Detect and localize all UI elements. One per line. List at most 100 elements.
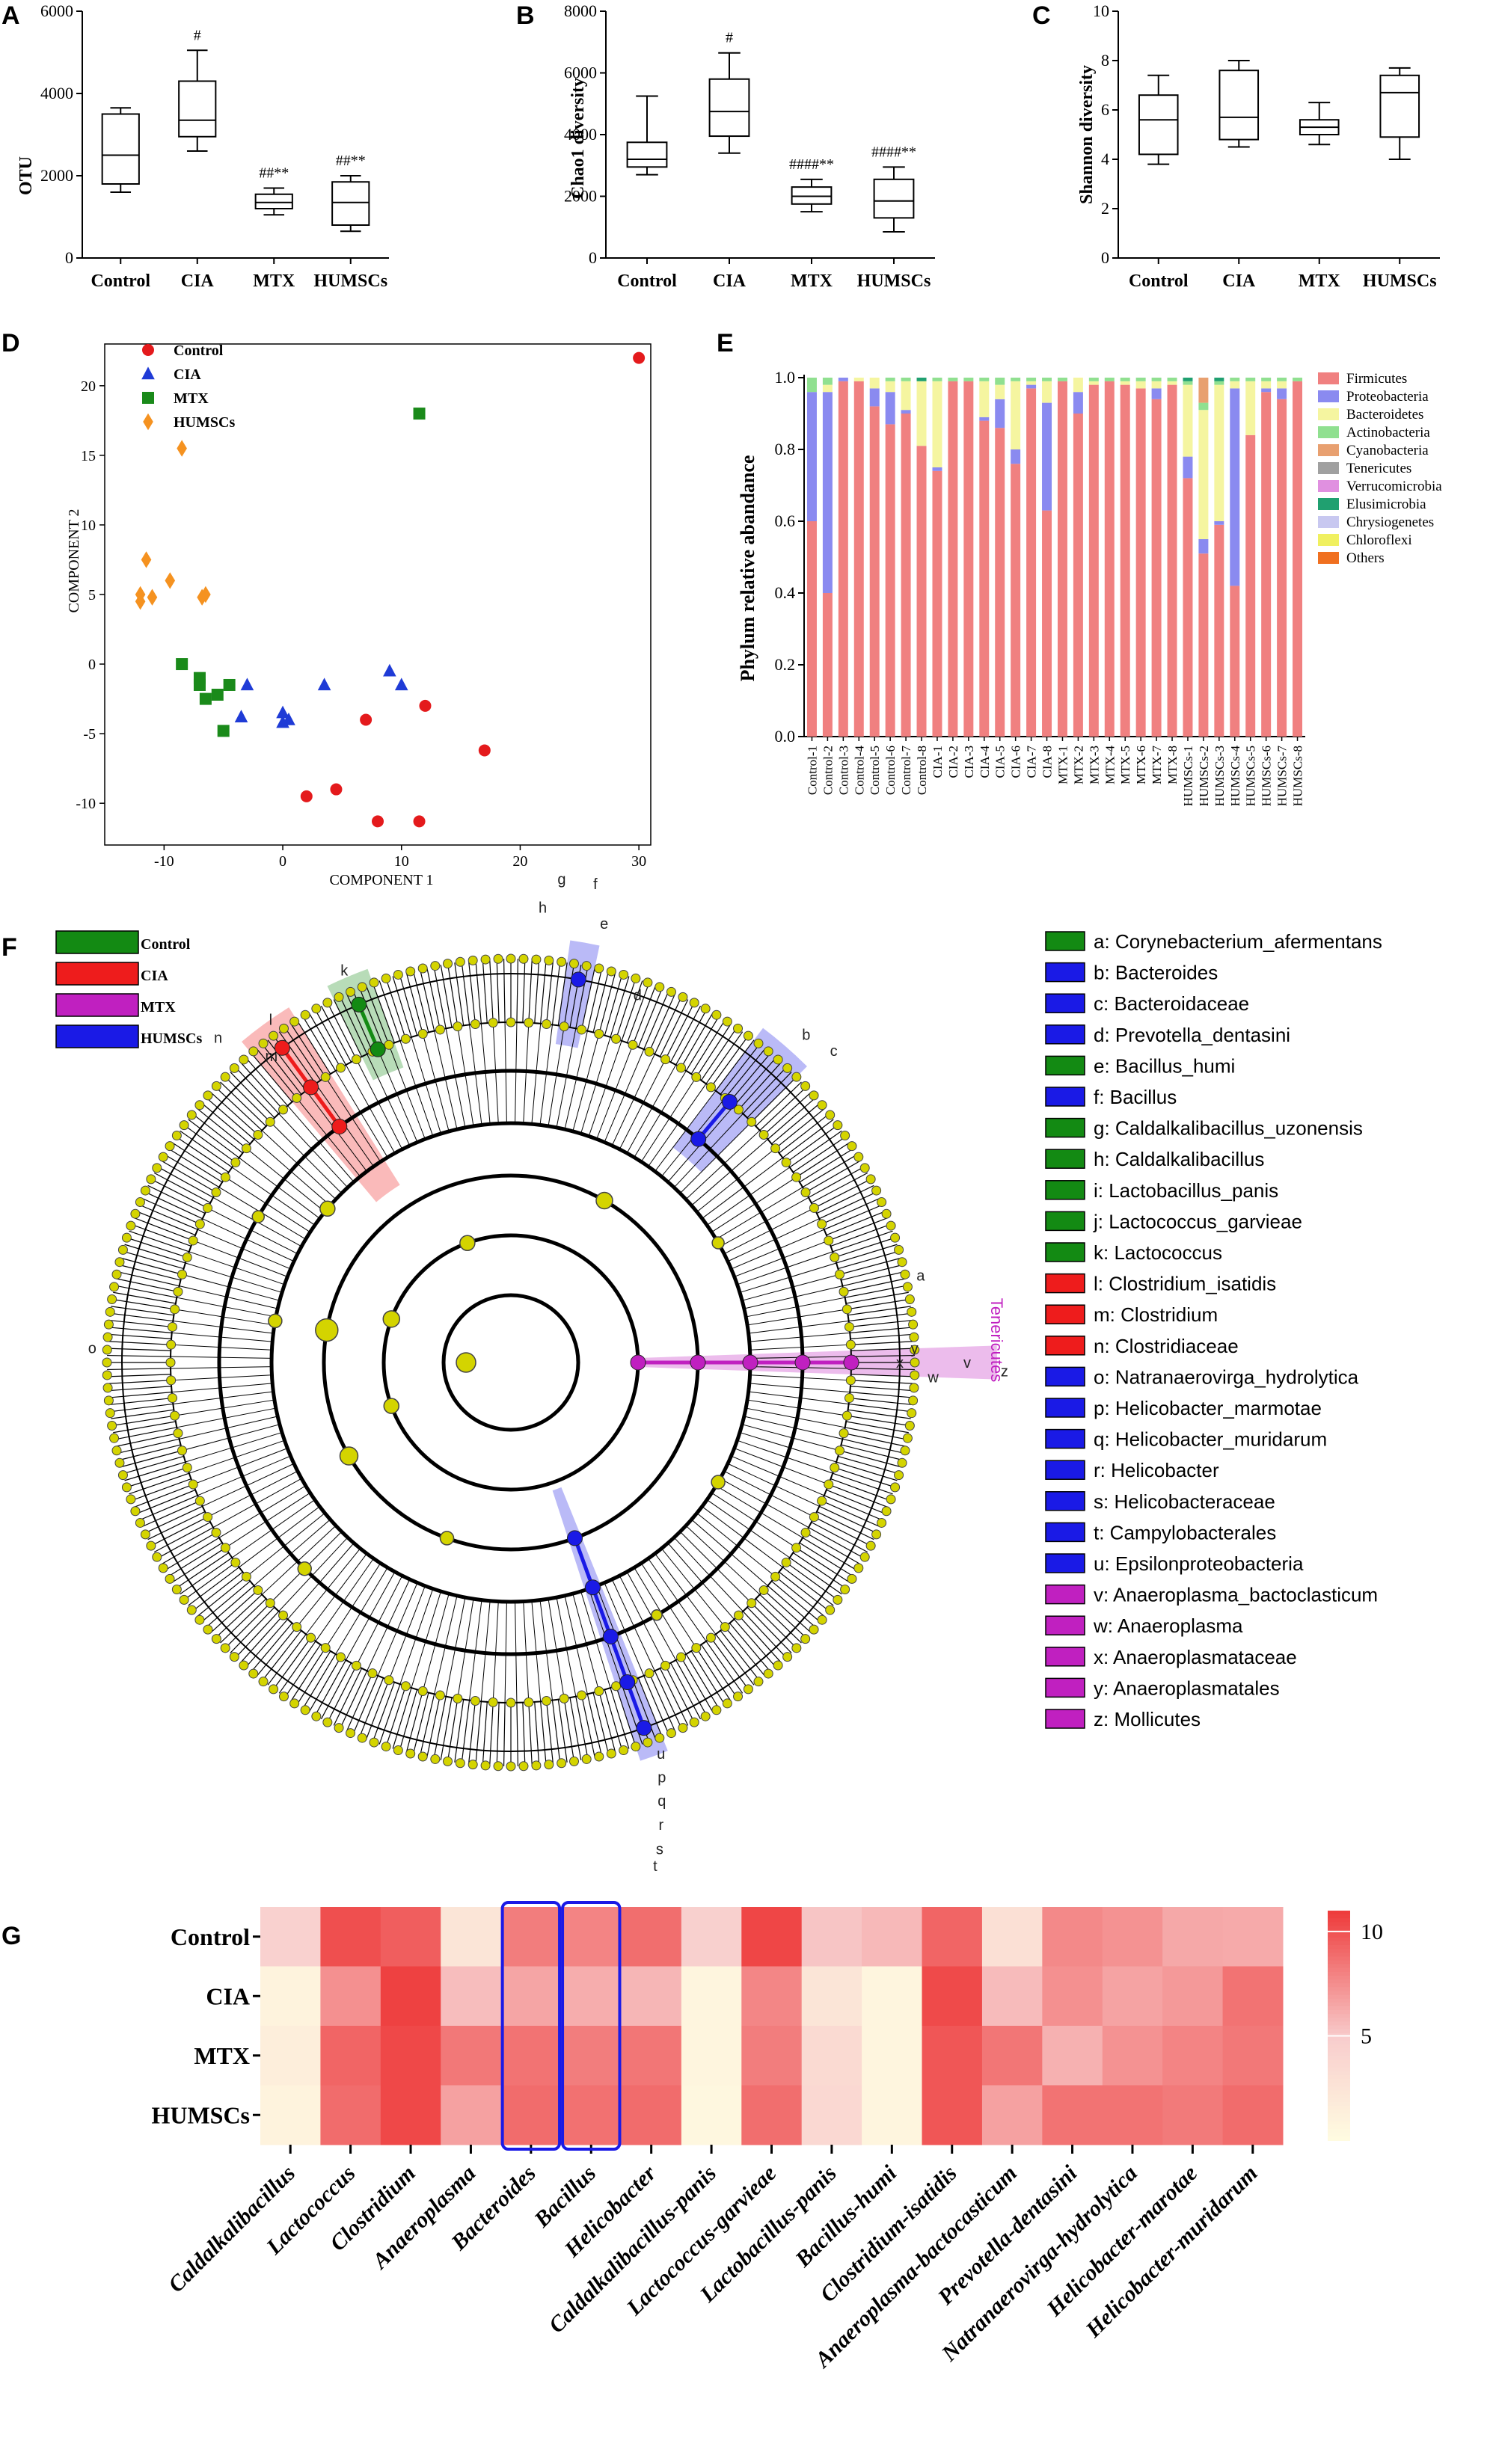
heatmap-cell xyxy=(500,1907,562,1967)
cladogram-node xyxy=(506,1698,516,1708)
cladogram-branch xyxy=(531,1023,542,1125)
cladogram-branch xyxy=(819,1505,877,1534)
bar-segment-firmicutes xyxy=(901,414,911,737)
clade-letter: c xyxy=(830,1043,838,1060)
cladogram-branch xyxy=(115,1278,179,1292)
legend-label: Chloroflexi xyxy=(1346,532,1412,548)
cladogram-node xyxy=(269,1684,279,1695)
bar-mtx-3 xyxy=(1088,378,1099,737)
cladogram-branch xyxy=(333,1668,363,1726)
cladogram-node xyxy=(319,1200,336,1217)
cladogram-branch xyxy=(405,1691,423,1753)
box-iqr xyxy=(708,78,750,138)
cladogram-branch xyxy=(489,1702,494,1766)
box-iqr xyxy=(873,178,915,219)
x-tick-label: HUMSCs-1 xyxy=(1181,746,1195,806)
cladogram-branch xyxy=(235,1611,280,1659)
legend-swatch xyxy=(1318,390,1339,402)
cladogram-branch xyxy=(138,1495,198,1521)
series-cia xyxy=(234,663,408,728)
colorbar-tick-label: 5 xyxy=(1361,2024,1372,2048)
cladogram-branch xyxy=(161,1160,217,1193)
y-tick-label: 0.2 xyxy=(775,655,796,674)
colorbar-step xyxy=(1328,2090,1350,2095)
cladogram-branch xyxy=(108,1392,172,1398)
cladogram-node xyxy=(691,1072,702,1082)
cladogram-node xyxy=(269,1030,279,1041)
cladogram-branch xyxy=(261,1130,337,1200)
data-point xyxy=(211,689,224,701)
humscs-clade-node xyxy=(584,1579,601,1596)
cladogram-node xyxy=(845,1339,856,1350)
cladogram-branch xyxy=(308,1013,342,1069)
x-tick-label: CIA-7 xyxy=(1025,746,1039,778)
cladogram-branch xyxy=(434,1030,458,1130)
box-iqr xyxy=(791,186,833,205)
group-label-mtx: MTX xyxy=(141,999,176,1016)
heatmap-cell xyxy=(801,2085,862,2145)
highlight-box-bacteroides xyxy=(500,1901,562,2151)
bar-segment-actinobacteria xyxy=(1293,378,1303,381)
cladogram-branch xyxy=(640,1563,697,1648)
cladogram-branch xyxy=(314,1659,346,1716)
cladogram-branch xyxy=(153,1172,211,1203)
data-point xyxy=(300,790,313,802)
cladogram-node xyxy=(817,1100,827,1110)
axis-title-y: OTU xyxy=(16,156,36,195)
cladogram-node xyxy=(628,1039,638,1050)
cladogram-node xyxy=(369,977,379,988)
cladogram-branch xyxy=(475,1701,482,1765)
bar-segment-actinobacteria xyxy=(948,378,958,381)
cladogram-branch xyxy=(399,1588,434,1685)
cladogram-branch xyxy=(261,1525,337,1595)
legend-marker-humscs xyxy=(143,413,153,431)
cladogram-branch xyxy=(284,1644,322,1698)
legend-swatch xyxy=(1318,516,1339,528)
heatmap-cell xyxy=(1042,1907,1103,1967)
cladogram-branch xyxy=(399,974,418,1036)
cladogram-node xyxy=(170,1410,180,1421)
bar-segment-firmicutes xyxy=(1183,478,1193,737)
cladogram-node xyxy=(643,1737,653,1748)
cladogram-branch xyxy=(841,1264,904,1281)
cladogram-branch xyxy=(109,1403,174,1413)
cladogram-node xyxy=(644,1046,654,1057)
group-swatch-mtx xyxy=(55,993,139,1017)
cladogram-node xyxy=(581,961,592,971)
cladogram-branch xyxy=(648,1558,707,1642)
cladogram-node xyxy=(166,1339,177,1350)
cladogram-node xyxy=(845,1375,856,1386)
x-tick-label: Control xyxy=(1129,271,1189,291)
y-tick-label: 8000 xyxy=(564,1,597,20)
legend-label: Verrucomicrobia xyxy=(1346,479,1442,494)
cladogram-node xyxy=(468,1760,478,1770)
bar-segment-bacteroidetes xyxy=(1214,384,1224,521)
cladogram-branch xyxy=(202,1218,295,1262)
cladogram-branch xyxy=(747,1606,792,1653)
cladogram-branch xyxy=(539,1024,553,1125)
cladogram-node xyxy=(733,1692,744,1702)
cladogram-node xyxy=(758,1130,769,1140)
cladogram-branch xyxy=(592,1692,610,1755)
cladogram-node xyxy=(817,1614,827,1625)
colorbar-step xyxy=(1328,2136,1350,2141)
cladogram-branch xyxy=(779,1113,830,1154)
cladogram-node xyxy=(844,1321,855,1332)
cladogram-branch xyxy=(643,990,669,1050)
y-tick-label: 2000 xyxy=(564,187,597,206)
cladogram-node xyxy=(146,1174,156,1185)
cladogram-node xyxy=(904,1294,915,1305)
cladogram-branch xyxy=(230,1606,275,1653)
data-point xyxy=(177,440,187,457)
cladogram-branch xyxy=(679,1121,752,1194)
bar-mtx-7 xyxy=(1151,378,1162,737)
bar-humscs-8 xyxy=(1293,378,1303,737)
bar-mtx-1 xyxy=(1057,378,1067,737)
cladogram-node xyxy=(339,1446,359,1466)
mtx-clade-node xyxy=(794,1354,811,1371)
colorbar-step xyxy=(1328,2113,1350,2119)
colorbar-step xyxy=(1328,1937,1350,1942)
phylum-label-tenericutes: Tenericutes xyxy=(987,1298,1006,1383)
cladogram-branch xyxy=(685,1016,720,1072)
cladogram-branch xyxy=(654,996,682,1054)
